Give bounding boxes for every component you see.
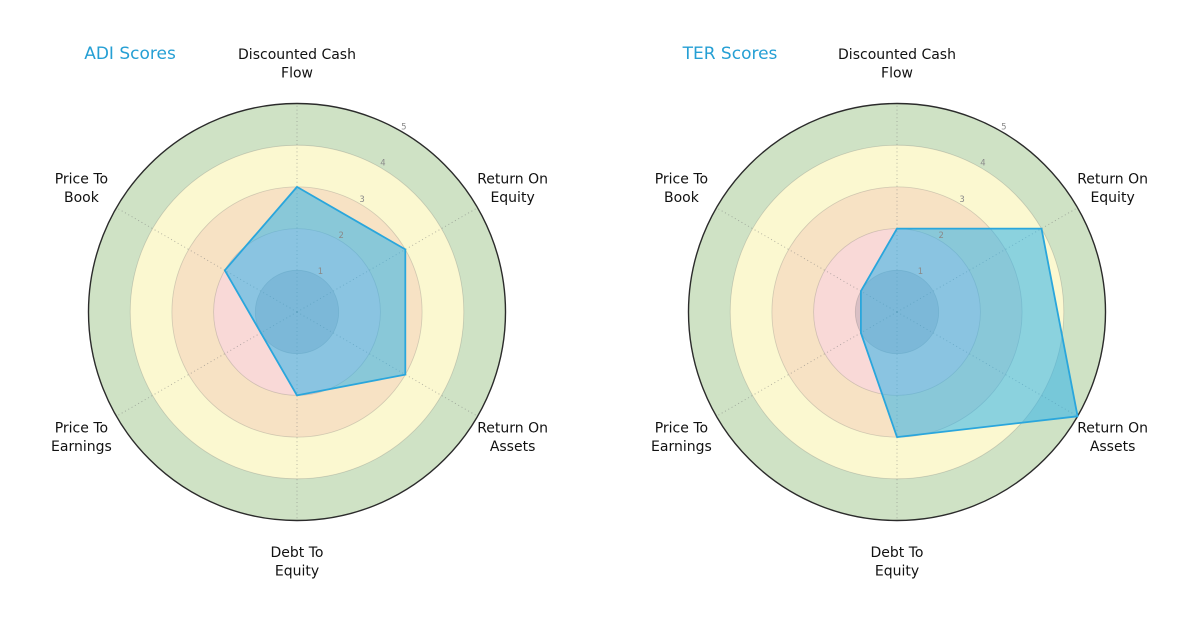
axis-label-line: Book bbox=[64, 190, 100, 206]
axis-label-3: Debt To Equity bbox=[271, 545, 324, 580]
axis-label-4: Price To Earnings bbox=[51, 421, 112, 456]
rtick-label-3: 3 bbox=[959, 195, 964, 205]
grid-circle-r4 bbox=[129, 144, 465, 480]
rtick-label-4: 4 bbox=[380, 159, 385, 169]
axis-label-line: Earnings bbox=[651, 439, 712, 455]
axis-label-line: Flow bbox=[881, 66, 913, 82]
axis-label-line: Assets bbox=[1090, 439, 1136, 455]
axis-label-line: Debt To bbox=[871, 545, 924, 561]
axis-label-2: Return On Assets bbox=[477, 421, 548, 456]
axis-label-0: Discounted Cash Flow bbox=[838, 47, 956, 82]
axis-label-line: Discounted Cash bbox=[838, 47, 956, 63]
axis-label-3: Debt To Equity bbox=[871, 545, 924, 580]
axis-label-5: Price To Book bbox=[55, 172, 108, 207]
axis-label-line: Return On bbox=[477, 172, 548, 188]
axis-label-line: Discounted Cash bbox=[238, 47, 356, 63]
rtick-label-5: 5 bbox=[401, 123, 406, 133]
rtick-label-2: 2 bbox=[938, 231, 943, 241]
chart-title: ADI Scores bbox=[84, 44, 176, 64]
axis-label-1: Return On Equity bbox=[1077, 172, 1148, 207]
axis-label-line: Equity bbox=[490, 190, 534, 206]
axis-label-line: Equity bbox=[1090, 190, 1134, 206]
rtick-label-4: 4 bbox=[980, 159, 985, 169]
grid-circle-r4 bbox=[729, 144, 1065, 480]
axis-label-line: Return On bbox=[477, 421, 548, 437]
axis-label-line: Return On bbox=[1077, 172, 1148, 188]
axis-label-line: Flow bbox=[281, 66, 313, 82]
axis-label-line: Equity bbox=[875, 564, 919, 580]
axis-label-line: Debt To bbox=[271, 545, 324, 561]
axis-label-5: Price To Book bbox=[655, 172, 708, 207]
axis-label-line: Price To bbox=[55, 421, 108, 437]
axis-label-line: Price To bbox=[655, 421, 708, 437]
axis-label-4: Price To Earnings bbox=[651, 421, 712, 456]
rtick-label-5: 5 bbox=[1001, 123, 1006, 133]
axis-label-line: Earnings bbox=[51, 439, 112, 455]
rtick-label-3: 3 bbox=[359, 195, 364, 205]
axis-label-line: Assets bbox=[490, 439, 536, 455]
radar-polygon bbox=[859, 227, 1079, 439]
axis-label-0: Discounted Cash Flow bbox=[238, 47, 356, 82]
chart-title: TER Scores bbox=[682, 44, 778, 64]
axis-label-line: Return On bbox=[1077, 421, 1148, 437]
rtick-label-1: 1 bbox=[318, 267, 323, 277]
outer-circle bbox=[687, 102, 1107, 522]
rtick-label-1: 1 bbox=[918, 267, 923, 277]
axis-label-line: Price To bbox=[655, 172, 708, 188]
radar-polygon bbox=[223, 185, 407, 397]
axis-label-line: Book bbox=[664, 190, 700, 206]
axis-label-line: Price To bbox=[55, 172, 108, 188]
axis-label-1: Return On Equity bbox=[477, 172, 548, 207]
outer-circle bbox=[87, 102, 507, 522]
axis-label-2: Return On Assets bbox=[1077, 421, 1148, 456]
rtick-label-2: 2 bbox=[338, 231, 343, 241]
axis-label-line: Equity bbox=[275, 564, 319, 580]
